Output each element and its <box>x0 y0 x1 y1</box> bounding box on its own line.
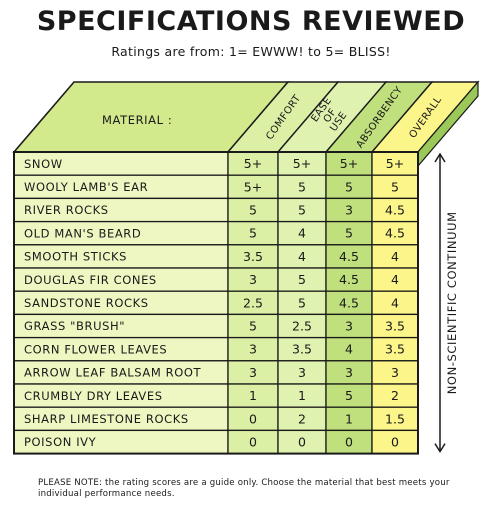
table-row: SNOW 5+ 5+ 5+ 5+ <box>13 151 419 176</box>
table-row: SANDSTONE ROCKS 2.5 5 4.5 4 <box>13 290 419 316</box>
absorbency-value: 4.5 <box>339 295 359 310</box>
comfort-value: 5 <box>249 319 257 334</box>
absorbency-value: 5 <box>345 179 353 194</box>
comfort-value: 5+ <box>244 179 262 194</box>
continuum-arrow-head-bottom <box>434 443 446 454</box>
overall-value: 2 <box>391 388 399 403</box>
ease-value: 2.5 <box>292 319 312 334</box>
comfort-value: 0 <box>249 435 257 450</box>
ease-value: 3 <box>298 365 306 380</box>
material-name: ARROW LEAF BALSAM ROOT <box>24 366 202 380</box>
comfort-value: 1 <box>249 388 257 403</box>
overall-value: 4 <box>391 272 399 287</box>
material-name: SNOW <box>24 157 63 171</box>
comfort-value: 5+ <box>244 156 262 171</box>
absorbency-value: 4 <box>345 342 353 357</box>
absorbency-value: 3 <box>345 319 353 334</box>
continuum-arrow-head-top <box>434 152 446 163</box>
table-row: RIVER ROCKS 5 5 3 4.5 <box>13 197 419 223</box>
material-name: WOOLY LAMB'S EAR <box>24 180 148 194</box>
overall-value: 0 <box>391 435 399 450</box>
ease-value: 5 <box>298 272 306 287</box>
ease-value: 0 <box>298 435 306 450</box>
overall-value: 3.5 <box>385 342 405 357</box>
ease-value: 5 <box>298 295 306 310</box>
material-name: SANDSTONE ROCKS <box>24 296 149 310</box>
absorbency-value: 5 <box>345 226 353 241</box>
material-name: CRUMBLY DRY LEAVES <box>24 389 163 403</box>
table-row: POISON IVY 0 0 0 0 <box>13 429 419 455</box>
overall-value: 3.5 <box>385 319 405 334</box>
comfort-value: 3 <box>249 272 257 287</box>
table-row: CRUMBLY DRY LEAVES 1 1 5 2 <box>13 383 419 408</box>
comfort-value: 5 <box>249 203 257 218</box>
overall-value: 5+ <box>386 156 404 171</box>
overall-value: 5 <box>391 179 399 194</box>
absorbency-value: 0 <box>345 435 353 450</box>
material-name: GRASS "BRUSH" <box>24 319 125 333</box>
comfort-value: 2.5 <box>243 295 263 310</box>
absorbency-value: 1 <box>345 411 353 426</box>
absorbency-value: 5+ <box>340 156 358 171</box>
disclaimer-note: PLEASE NOTE: the rating scores are a gui… <box>38 478 450 499</box>
table-row: CORN FLOWER LEAVES 3 3.5 4 3.5 <box>13 336 419 362</box>
material-name: POISON IVY <box>24 435 97 449</box>
comfort-value: 5 <box>249 226 257 241</box>
ease-value: 5 <box>298 179 306 194</box>
absorbency-value: 3 <box>345 203 353 218</box>
comfort-value: 3.5 <box>243 249 263 264</box>
table-border <box>13 151 419 455</box>
absorbency-value: 5 <box>345 388 353 403</box>
material-name: RIVER ROCKS <box>24 203 109 217</box>
material-header-label: MATERIAL : <box>102 113 172 127</box>
table-row: GRASS "BRUSH" 5 2.5 3 3.5 <box>13 313 419 339</box>
overall-value: 4 <box>391 295 399 310</box>
table-row: SMOOTH STICKS 3.5 4 4.5 4 <box>13 244 419 269</box>
ease-value: 1 <box>298 388 306 403</box>
overall-value: 4.5 <box>385 203 405 218</box>
material-name: DOUGLAS FIR CONES <box>24 273 157 287</box>
table-row: WOOLY LAMB'S EAR 5+ 5 5 5 <box>13 174 419 200</box>
material-name: CORN FLOWER LEAVES <box>24 342 167 356</box>
material-name: OLD MAN'S BEARD <box>24 226 141 240</box>
material-name: SMOOTH STICKS <box>24 250 127 264</box>
overall-value: 4 <box>391 249 399 264</box>
ease-value: 4 <box>298 226 306 241</box>
absorbency-value: 3 <box>345 365 353 380</box>
overall-value: 4.5 <box>385 226 405 241</box>
page-title: SPECIFICATIONS REVIEWED <box>36 6 466 37</box>
ease-value: 2 <box>298 411 306 426</box>
rating-scale-subtitle: Ratings are from: 1= EWWW! to 5= BLISS! <box>111 44 391 59</box>
ease-value: 3.5 <box>292 342 312 357</box>
table-row: ARROW LEAF BALSAM ROOT 3 3 3 3 <box>13 360 419 385</box>
material-name: SHARP LIMESTONE ROCKS <box>24 412 189 426</box>
comfort-value: 3 <box>249 342 257 357</box>
absorbency-value: 4.5 <box>339 249 359 264</box>
table-row: DOUGLAS FIR CONES 3 5 4.5 4 <box>13 267 419 292</box>
continuum-side-label: NON-SCIENTIFIC CONTINUUM <box>445 211 459 394</box>
comfort-value: 0 <box>249 411 257 426</box>
ease-value: 4 <box>298 249 306 264</box>
overall-value: 1.5 <box>385 411 405 426</box>
table-row: OLD MAN'S BEARD 5 4 5 4.5 <box>13 220 419 246</box>
ease-value: 5 <box>298 203 306 218</box>
ease-value: 5+ <box>293 156 311 171</box>
table-row: SHARP LIMESTONE ROCKS 0 2 1 1.5 <box>13 406 419 432</box>
overall-value: 3 <box>391 365 399 380</box>
absorbency-value: 4.5 <box>339 272 359 287</box>
comfort-value: 3 <box>249 365 257 380</box>
